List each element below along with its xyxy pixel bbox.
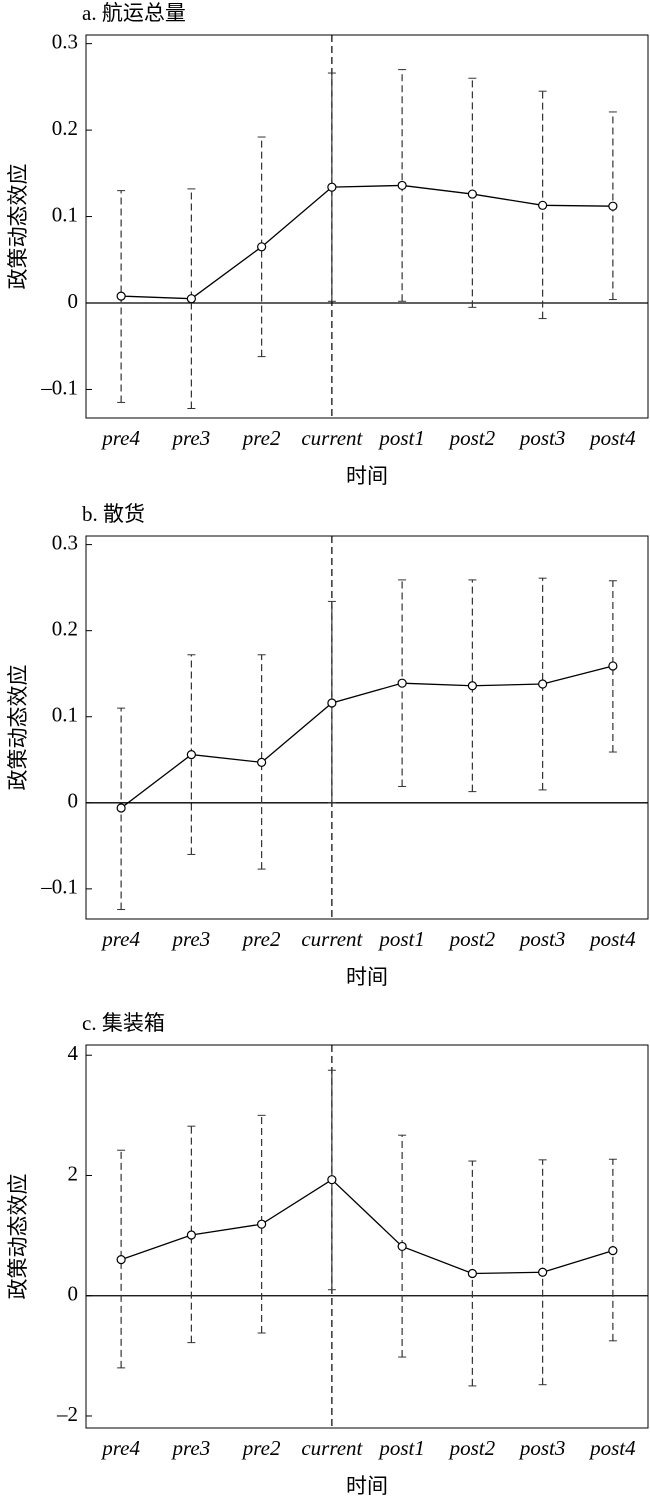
x-tick-label: post3 (518, 426, 566, 450)
point (116, 803, 126, 813)
y-tick-label: 0 (68, 789, 79, 813)
y-tick-label: 4 (68, 1041, 79, 1065)
x-tick-label: pre3 (171, 426, 211, 450)
x-tick-label: pre4 (100, 426, 140, 450)
plot-frame (85, 34, 649, 419)
point (257, 242, 267, 252)
y-tick-label: 0.1 (52, 202, 78, 226)
y-tick-label: 0.2 (52, 116, 78, 140)
y-axis-label: 政策动态效应 (6, 164, 30, 290)
plot-frame (85, 1044, 649, 1429)
point (257, 1219, 267, 1229)
x-tick-label: current (301, 426, 363, 450)
y-tick-label: 0.1 (52, 703, 78, 727)
x-tick-label: pre3 (171, 927, 211, 951)
x-tick-label: post3 (518, 927, 566, 951)
point (538, 679, 548, 689)
x-tick-label: pre2 (241, 927, 281, 951)
x-axis-label: 时间 (346, 965, 388, 989)
y-axis-label: 政策动态效应 (6, 665, 30, 791)
panel-title: c. 集装箱 (82, 1011, 165, 1035)
x-tick-label: post2 (448, 426, 496, 450)
panel-title: a. 航运总量 (82, 1, 186, 25)
x-tick-label: post2 (448, 927, 496, 951)
x-tick-label: pre4 (100, 1436, 140, 1460)
point (186, 1230, 196, 1240)
line (120, 665, 614, 809)
error-bar (117, 1149, 126, 1369)
y-tick-label: 0.3 (52, 29, 78, 53)
error-bar (327, 1069, 336, 1291)
y-tick-label: 0.3 (52, 530, 78, 554)
panel-title: b. 散货 (82, 502, 145, 526)
point (327, 182, 337, 192)
point (467, 681, 477, 691)
error-bar (187, 1125, 196, 1344)
point (397, 678, 407, 688)
x-tick-label: post1 (377, 1436, 425, 1460)
point (116, 1255, 126, 1265)
x-tick-label: pre4 (100, 927, 140, 951)
x-tick-label: post4 (588, 927, 636, 951)
y-tick-label: 0 (68, 289, 79, 313)
point (327, 1175, 337, 1185)
x-axis-label: 时间 (346, 464, 388, 488)
point (116, 291, 126, 301)
error-bar (608, 580, 617, 753)
line (120, 1178, 614, 1275)
point (608, 201, 618, 211)
error-bar (257, 654, 266, 870)
error-bar (257, 136, 266, 358)
x-tick-label: post3 (518, 1436, 566, 1460)
error-bar (187, 188, 196, 409)
point (538, 1267, 548, 1277)
x-tick-label: current (301, 927, 363, 951)
y-axis-label: 政策动态效应 (6, 1174, 30, 1300)
x-tick-label: pre2 (241, 1436, 281, 1460)
point (538, 200, 548, 210)
y-tick-label: –0.1 (40, 875, 78, 899)
y-tick-label: –2 (56, 1402, 78, 1426)
point (327, 698, 337, 708)
x-tick-label: pre3 (171, 1436, 211, 1460)
y-tick-label: 2 (68, 1161, 79, 1185)
x-tick-label: post4 (588, 1436, 636, 1460)
y-tick-label: 0.2 (52, 616, 78, 640)
point (397, 180, 407, 191)
plot-frame (85, 535, 649, 920)
x-axis-label: 时间 (346, 1474, 388, 1498)
line (121, 184, 613, 300)
point (608, 661, 618, 671)
y-tick-label: –0.1 (40, 375, 78, 399)
y-tick-label: 0 (68, 1282, 79, 1306)
x-tick-label: pre2 (241, 426, 281, 450)
x-tick-label: post4 (588, 426, 636, 450)
point (257, 757, 267, 767)
x-tick-label: current (301, 1436, 363, 1460)
point (608, 1246, 618, 1256)
point (186, 750, 196, 760)
error-bar (257, 1114, 266, 1334)
point (467, 189, 477, 199)
point (467, 1268, 477, 1279)
x-tick-label: post1 (377, 927, 425, 951)
x-tick-label: post1 (377, 426, 425, 450)
x-tick-label: post2 (448, 1436, 496, 1460)
point (397, 1241, 407, 1252)
point (186, 294, 196, 304)
